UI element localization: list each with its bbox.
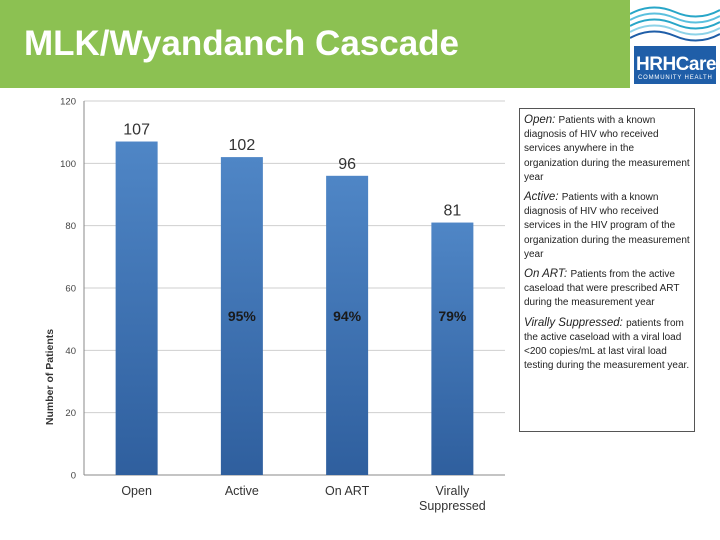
percent-label: 95% — [228, 308, 257, 324]
definition-term: Open: — [524, 114, 559, 126]
definition-text: Patients from the active caseload that w… — [524, 269, 680, 309]
hrhcare-logo: HRHCare COMMUNITY HEALTH — [630, 0, 720, 88]
y-tick-label: 20 — [65, 408, 76, 419]
definition-text: Patients with a known diagnosis of HIV w… — [524, 192, 690, 260]
x-tick-label: Suppressed — [419, 499, 486, 513]
x-tick-label: On ART — [325, 484, 370, 498]
data-label: 102 — [229, 137, 256, 154]
definition-term: On ART: — [524, 268, 571, 281]
definition-item: Active: Patients with a known diagnosis … — [524, 190, 690, 262]
definition-item: On ART: Patients from the active caseloa… — [524, 267, 690, 311]
slide-title: MLK/Wyandanch Cascade — [24, 24, 460, 63]
x-tick-label: Open — [121, 484, 152, 498]
percent-label: 94% — [333, 308, 362, 324]
definition-item: Open: Patients with a known diagnosis of… — [524, 113, 690, 185]
logo-name: HRHCare — [636, 54, 716, 75]
data-label: 107 — [123, 122, 150, 139]
definition-term: Virally Suppressed: — [524, 316, 627, 329]
definition-item: Virally Suppressed: patients from the ac… — [524, 316, 690, 374]
logo-subtitle: COMMUNITY HEALTH — [638, 75, 713, 81]
bar-4 — [431, 222, 474, 475]
logo-wave-graphic — [630, 6, 720, 42]
percent-label: 79% — [438, 308, 467, 324]
definition-text: patients from the active caseload with a… — [524, 317, 690, 372]
data-label: 96 — [338, 156, 356, 173]
x-tick-label: Virally — [435, 484, 470, 498]
x-tick-label: Active — [225, 484, 259, 498]
y-tick-label: 0 — [71, 471, 76, 482]
y-axis-label: Number of Patients — [44, 329, 56, 425]
logo-badge — [634, 46, 716, 84]
definition-text: Patients with a known diagnosis of HIV w… — [524, 115, 690, 183]
y-tick-label: 60 — [65, 284, 76, 295]
y-tick-label: 80 — [65, 221, 76, 232]
y-tick-label: 120 — [60, 97, 76, 108]
bar-2 — [220, 157, 263, 475]
bar-3 — [326, 175, 369, 476]
definitions-box: Open: Patients with a known diagnosis of… — [519, 108, 695, 432]
y-tick-label: 40 — [65, 346, 76, 357]
data-label: 81 — [443, 203, 461, 220]
definition-term: Active: — [524, 191, 562, 204]
y-tick-label: 100 — [60, 159, 76, 170]
bar-chart: Number of Patients 0 20 40 60 80 100 120 107 Ope… — [44, 97, 505, 513]
bar-1 — [115, 141, 158, 475]
slide-header: MLK/Wyandanch Cascade — [0, 0, 630, 88]
